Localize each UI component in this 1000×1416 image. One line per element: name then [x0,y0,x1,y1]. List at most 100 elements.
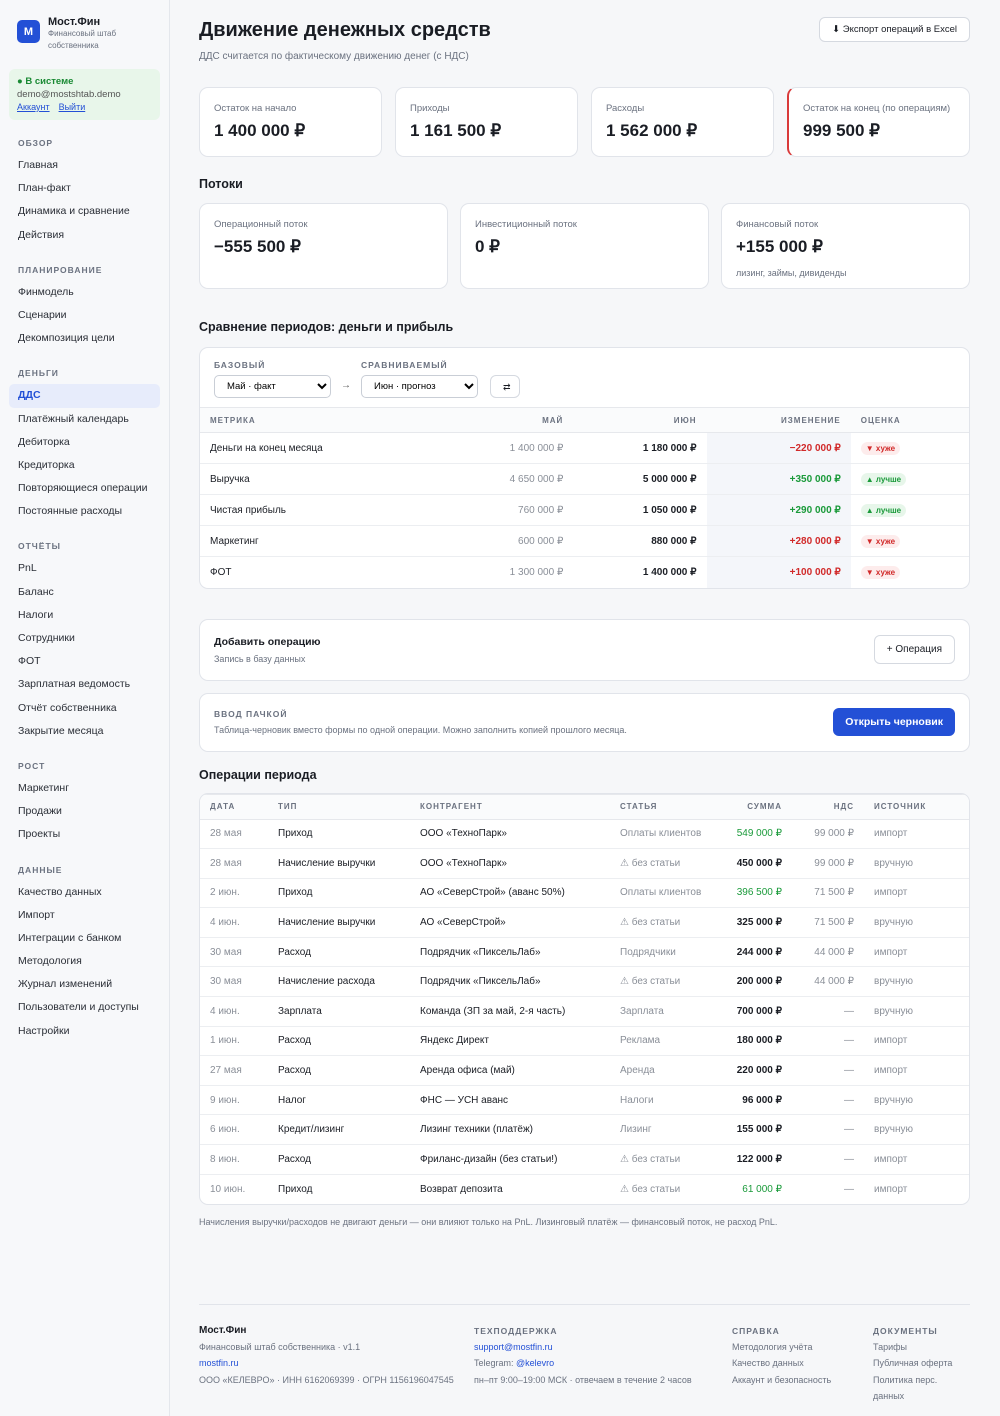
cell: 155 000 ₽ [722,1114,792,1146]
nav-item[interactable]: Отчёт собственника [18,701,117,714]
telegram-link[interactable]: @kelevro [516,1358,555,1369]
kpi-label: Расходы [606,103,645,114]
period-select[interactable]: Май · факт [214,375,331,398]
cell: ФНС — УСН аванс [410,1085,610,1116]
cell: Расход [268,1055,410,1086]
column-header: СТАТЬЯ [610,793,722,820]
nav-item[interactable]: Продажи [18,805,62,818]
rating-pill: ▲ лучше [860,472,907,486]
nav-item[interactable]: ФОТ [18,655,41,668]
cell: 96 000 ₽ [722,1085,792,1116]
cell: Расход [268,937,410,968]
nav-item[interactable]: Налоги [18,608,54,621]
cell: вручную [864,996,969,1027]
telegram-label: Telegram: [474,1358,514,1369]
footer-link[interactable]: Качество данных [732,1358,804,1369]
cell: 396 500 ₽ [722,878,792,909]
cell: — [844,1183,854,1195]
footer-link[interactable]: Политика перс. данных [873,1374,938,1401]
period-controls: БАЗОВЫЙ Май · факт → СРАВНИВАЕМЫЙ Июн · прог… [200,348,969,407]
nav-item[interactable]: Закрытие месяца [18,724,104,737]
nav-item[interactable]: Пользователи и доступы [18,1001,139,1014]
cell: Аренда офиса (май) [410,1055,610,1086]
nav-item[interactable]: Баланс [18,585,54,598]
cell: 1 400 000 ₽ [440,432,574,464]
status-link[interactable]: Выйти [58,102,86,112]
nav-item[interactable]: Кредиторка [18,458,75,471]
header-text: Движение денежных средств ДДС считается п… [199,17,491,62]
section-title: Сравнение периодов: деньги и прибыль [199,320,454,334]
flow-value: 0 ₽ [475,237,500,256]
open-draft-button[interactable]: Открыть черновик [833,708,955,736]
cell: вручную [864,848,969,879]
footer-link[interactable]: Тарифы [873,1342,908,1353]
footer-link[interactable]: Публичная оферта [873,1358,953,1369]
cell: Яндекс Директ [410,1026,610,1057]
status-link[interactable]: Аккаунт [17,102,50,112]
comparison-table: МЕТРИКА МАЙ ИЮН ИЗМЕНЕНИЕ ОЦЕНКА Деньги на ко… [200,407,969,588]
cell: — [792,1026,864,1057]
nav-item[interactable]: Постоянные расходы [18,505,123,518]
operation-row: 1 июн. Расход Яндекс Директ Реклама 180 000 … [200,1026,969,1057]
nav-item[interactable]: Импорт [18,908,55,921]
nav-item[interactable]: Действия [18,228,65,241]
flow-label: Финансовый поток [736,219,819,230]
footer-link[interactable]: Аккаунт и безопасность [732,1374,832,1385]
add-button[interactable]: + Операция [873,635,955,664]
flow-label: Операционный поток [214,219,308,230]
nav-item[interactable]: Главная [18,159,58,171]
nav-item[interactable]: Повторяющиеся операции [18,482,148,495]
telegram-line: Telegram: @kelevro [474,1355,732,1371]
cell: вручную [864,966,969,998]
cell: 220 000 ₽ [722,1055,792,1086]
support-email[interactable]: support@mostfin.ru [474,1342,553,1353]
picker-label: СРАВНИВАЕМЫЙ [361,360,448,370]
cell: 700 000 ₽ [722,996,792,1027]
section-title: Операции периода [199,767,317,782]
nav-item[interactable]: Финмодель [18,285,74,298]
period-select[interactable]: Июн · прогноз [361,375,478,398]
cell: 549 000 ₽ [722,819,792,850]
swap-button[interactable]: ⇄ [490,375,520,398]
logo: М [17,20,40,43]
nav-item[interactable]: PnL [18,562,37,575]
page-header: Движение денежных средств ДДС считается п… [199,17,970,62]
cell: 5 000 000 ₽ [573,463,707,495]
nav-item[interactable]: Декомпозиция цели [18,332,115,345]
cell: 180 000 ₽ [722,1026,792,1057]
nav-item[interactable]: Платёжный календарь [18,412,129,425]
nav-item[interactable]: Зарплатная ведомость [18,678,131,691]
comparison-row: Выручка 4 650 000 ₽5 000 000 ₽ +350 000 ₽ ▲… [200,463,969,495]
nav-item[interactable]: Качество данных [18,885,102,898]
kpi-label: Остаток на конец (по операциям) [803,103,951,114]
nav-group-title: ПЛАНИРОВАНИЕ [18,264,103,275]
footer-help: СПРАВКА Методология учёта Качество данных А… [732,1323,873,1404]
nav-item[interactable]: Проекты [18,828,61,841]
rating-pill: ▼ хуже [860,534,901,548]
nav-item[interactable]: Дебиторка [18,435,70,448]
footer-site-link[interactable]: mostfin.ru [199,1358,239,1369]
kpi-value: 1 400 000 ₽ [214,121,306,140]
nav-item[interactable]: План-факт [18,182,71,195]
status-label: ● В системе [17,76,74,87]
cell: ООО «ТехноПарк» [410,848,610,879]
brand-tagline: Финансовый штаб собственника [48,29,117,50]
export-button[interactable]: ⬇ Экспорт операций в Excel [819,17,970,42]
nav-item[interactable]: Методология [18,955,82,968]
kpi-card: Остаток на конец (по операциям) 999 500 ₽ [787,87,970,157]
cell: Приход [268,819,410,850]
cell: 4 июн. [200,907,268,938]
footer-link[interactable]: Методология учёта [732,1342,813,1353]
nav-item[interactable]: Маркетинг [18,781,70,794]
nav-item[interactable]: Сотрудники [18,632,75,644]
nav-item[interactable]: Настройки [18,1024,70,1037]
cell: 325 000 ₽ [722,907,792,938]
nav-item[interactable]: Журнал изменений [18,978,113,991]
cell: ФОТ [210,566,232,578]
nav-item[interactable]: Сценарии [18,308,67,321]
cell: Налоги [610,1085,722,1116]
nav-item[interactable]: ДДС [9,384,160,408]
nav-item[interactable]: Динамика и сравнение [18,205,130,218]
add-operation: Добавить операцию Запись в базу данных + О… [199,618,970,681]
nav-item[interactable]: Интеграции с банком [18,931,122,944]
